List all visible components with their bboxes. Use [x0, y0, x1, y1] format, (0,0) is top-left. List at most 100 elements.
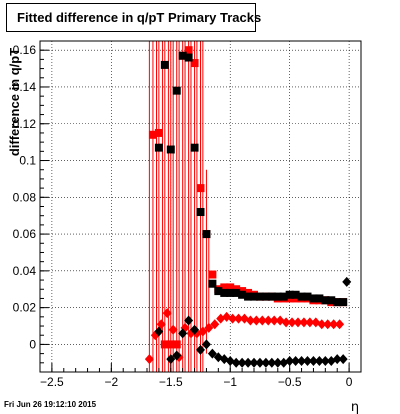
- tick-labels: −2.5 −2 −1.5 −1 −0.5 0 0 0.02 0.04 0.06 0.08 0.1 0.1…: [13, 43, 353, 389]
- y-tick-label: 0.08: [13, 190, 37, 204]
- x-axis-label: η: [351, 400, 359, 414]
- square-marker: [279, 292, 288, 301]
- diamond-marker: [245, 315, 255, 326]
- diamond-marker: [237, 357, 247, 368]
- square-marker: [303, 292, 312, 301]
- square-marker: [226, 283, 235, 292]
- diamond-marker: [210, 319, 220, 330]
- x-tick-label: −2: [104, 375, 118, 389]
- square-marker: [285, 290, 294, 299]
- diamond-marker: [291, 355, 301, 366]
- diamond-marker: [329, 319, 339, 330]
- diamond-marker: [303, 355, 312, 366]
- square-marker: [208, 270, 217, 279]
- diamond-marker: [342, 276, 352, 287]
- square-marker: [184, 46, 193, 55]
- y-tick-label: 0.1: [19, 154, 36, 168]
- diamond-marker: [335, 319, 345, 330]
- diamond-marker: [196, 344, 205, 355]
- square-marker: [220, 283, 229, 292]
- square-marker: [202, 230, 211, 239]
- square-marker: [226, 288, 235, 297]
- x-tick-label: −0.5: [278, 375, 302, 389]
- diamond-marker: [261, 357, 271, 368]
- diamond-marker: [231, 357, 241, 368]
- square-marker: [166, 340, 175, 349]
- diamond-marker: [249, 357, 259, 368]
- y-tick-label: 0.16: [13, 43, 37, 57]
- diamond-marker: [154, 326, 164, 337]
- square-marker: [291, 290, 300, 299]
- square-marker: [154, 143, 163, 152]
- square-marker: [309, 294, 318, 303]
- diamond-marker: [166, 354, 176, 365]
- diamond-marker: [287, 317, 297, 328]
- square-marker: [160, 60, 169, 69]
- square-marker: [178, 51, 187, 60]
- y-tick-label: 0.12: [13, 117, 37, 131]
- diamond-marker: [320, 355, 330, 366]
- square-marker: [190, 59, 199, 68]
- x-tick-label: −2.5: [40, 375, 64, 389]
- y-tick-label: 0.06: [13, 227, 37, 241]
- diamond-marker: [243, 357, 253, 368]
- diamond-marker: [293, 317, 303, 328]
- diamond-marker: [267, 357, 277, 368]
- timestamp: Fri Jun 26 19:12:10 2015: [4, 400, 97, 409]
- diamond-marker: [255, 357, 265, 368]
- diamond-marker: [168, 324, 178, 335]
- square-marker: [250, 292, 258, 301]
- square-marker: [255, 292, 264, 301]
- diamond-marker: [323, 319, 333, 330]
- y-axis-label: difference in q/pT: [7, 48, 22, 156]
- diamond-marker: [228, 313, 238, 324]
- diamond-marker: [332, 354, 342, 365]
- square-marker: [244, 292, 253, 301]
- square-marker: [339, 298, 348, 307]
- square-marker: [208, 279, 217, 288]
- square-marker: [273, 292, 282, 301]
- y-tick-label: 0: [29, 337, 36, 351]
- square-marker: [172, 340, 181, 349]
- square-marker: [333, 298, 342, 307]
- square-marker: [315, 294, 324, 303]
- square-marker: [238, 290, 247, 299]
- diamond-marker: [269, 315, 279, 326]
- square-marker: [261, 292, 270, 301]
- square-marker: [154, 128, 163, 137]
- square-marker: [267, 292, 276, 301]
- diamond-marker: [299, 317, 309, 328]
- chart-title-text: Fitted difference in q/pT Primary Tracks: [17, 10, 262, 25]
- x-tick-label: −1: [223, 375, 237, 389]
- y-tick-label: 0.02: [13, 301, 37, 315]
- diamond-marker: [172, 350, 182, 361]
- diamond-marker: [285, 355, 295, 366]
- square-marker: [196, 184, 205, 193]
- y-tick-label: 0.14: [13, 80, 37, 94]
- diamond-marker: [234, 313, 244, 324]
- diamond-marker: [144, 354, 154, 365]
- square-marker: [196, 208, 205, 217]
- axis-ticks: [39, 40, 362, 373]
- square-marker: [184, 53, 193, 62]
- square-marker: [148, 130, 157, 139]
- diamond-marker: [201, 339, 211, 350]
- diamond-marker: [314, 355, 324, 366]
- diamond-marker: [257, 315, 267, 326]
- square-marker: [166, 145, 175, 154]
- chart-title: Fitted difference in q/pT Primary Tracks: [6, 3, 261, 32]
- diamond-marker: [338, 354, 348, 365]
- diamond-marker: [207, 348, 217, 359]
- diamond-marker: [273, 357, 283, 368]
- square-marker: [232, 288, 241, 297]
- y-tick-label: 0.04: [13, 264, 37, 278]
- square-marker: [190, 143, 199, 152]
- square-marker: [321, 296, 330, 305]
- square-marker: [160, 340, 169, 349]
- diamond-marker: [317, 319, 327, 330]
- square-marker: [327, 296, 336, 305]
- diamond-marker: [178, 328, 188, 339]
- x-tick-label: 0: [346, 375, 353, 389]
- diamond-marker: [204, 322, 214, 333]
